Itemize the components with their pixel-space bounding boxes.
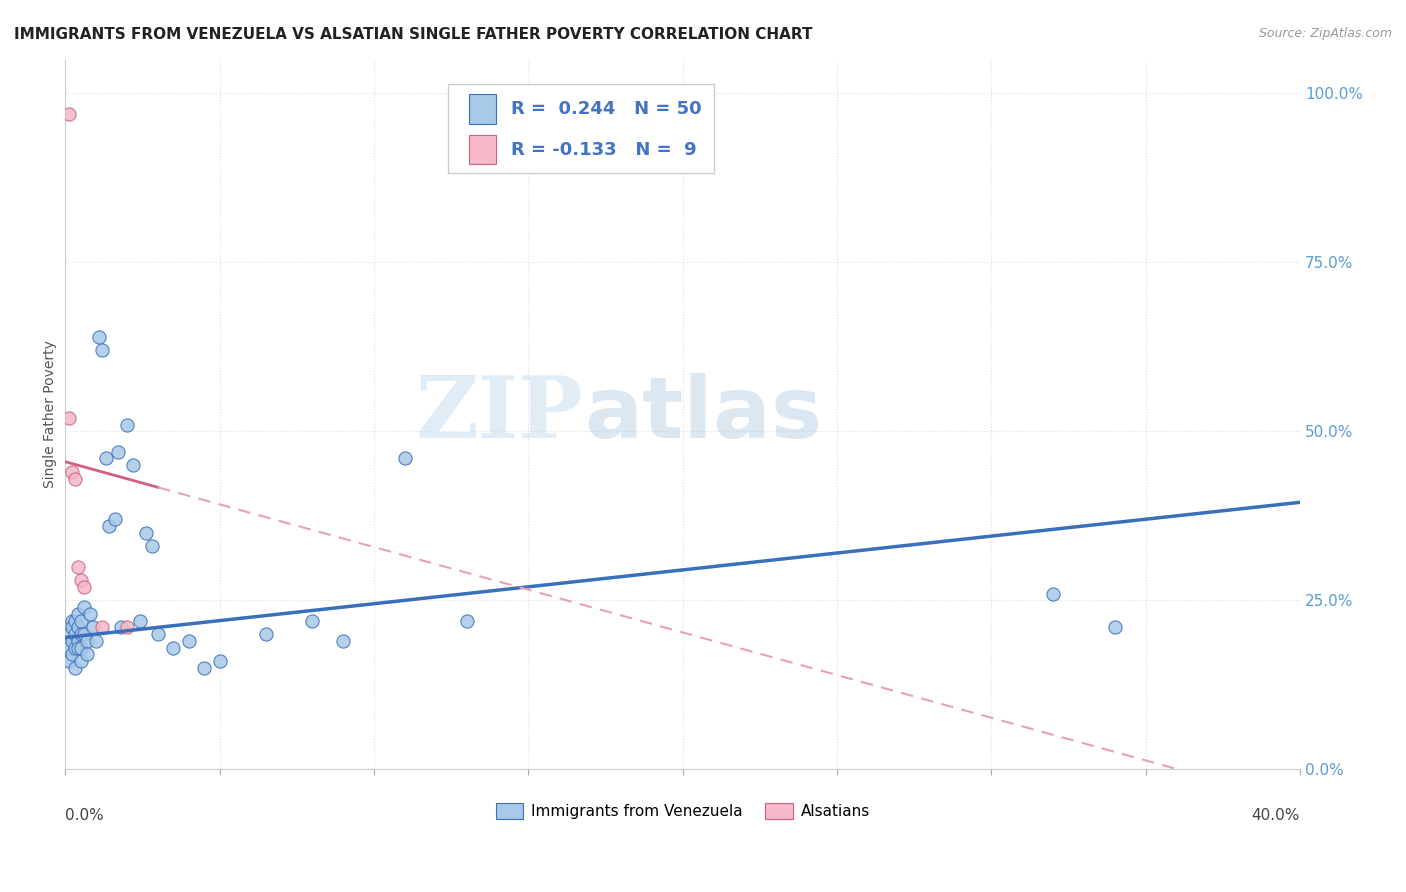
Point: [63, 640, 86, 655]
Point: [82, 620, 104, 634]
Text: Source: ZipAtlas.com: Source: ZipAtlas.com: [1258, 27, 1392, 40]
Point: [60, 620, 83, 634]
Point: [70, 640, 93, 655]
FancyBboxPatch shape: [449, 85, 714, 173]
Text: atlas: atlas: [583, 373, 823, 456]
Text: 40.0%: 40.0%: [1251, 808, 1301, 823]
Point: [58, 654, 80, 668]
Point: [91, 620, 114, 634]
Point: [76, 633, 98, 648]
Point: [66, 640, 89, 655]
Point: [70, 654, 93, 668]
Point: [177, 633, 200, 648]
Point: [89, 329, 111, 343]
Point: [1104, 620, 1126, 634]
Point: [107, 444, 129, 458]
Point: [63, 472, 86, 486]
Point: [60, 465, 83, 479]
Point: [58, 106, 80, 120]
Legend: Immigrants from Venezuela, Alsatians: Immigrants from Venezuela, Alsatians: [489, 797, 876, 825]
Point: [58, 410, 80, 425]
Text: R = -0.133   N =  9: R = -0.133 N = 9: [512, 141, 697, 160]
Text: R =  0.244   N = 50: R = 0.244 N = 50: [512, 101, 702, 119]
Point: [66, 620, 89, 634]
Point: [115, 620, 138, 634]
Point: [1042, 586, 1064, 600]
Point: [128, 614, 150, 628]
Point: [70, 573, 93, 587]
Point: [94, 451, 117, 466]
Point: [66, 607, 89, 621]
Point: [146, 627, 169, 641]
Point: [110, 620, 132, 634]
Point: [70, 627, 93, 641]
Text: ZIP: ZIP: [416, 373, 583, 457]
Point: [60, 614, 83, 628]
Point: [73, 580, 96, 594]
Point: [91, 343, 114, 358]
Point: [122, 458, 145, 472]
FancyBboxPatch shape: [470, 94, 496, 124]
Point: [63, 614, 86, 628]
Text: 0.0%: 0.0%: [66, 808, 104, 823]
Point: [63, 627, 86, 641]
Point: [60, 633, 83, 648]
Point: [115, 417, 138, 432]
Point: [70, 614, 93, 628]
Point: [66, 633, 89, 648]
Point: [208, 654, 231, 668]
Point: [73, 627, 96, 641]
Point: [79, 607, 101, 621]
Point: [76, 648, 98, 662]
Point: [97, 519, 120, 533]
Point: [73, 600, 96, 615]
Point: [63, 661, 86, 675]
FancyBboxPatch shape: [470, 135, 496, 164]
Text: IMMIGRANTS FROM VENEZUELA VS ALSATIAN SINGLE FATHER POVERTY CORRELATION CHART: IMMIGRANTS FROM VENEZUELA VS ALSATIAN SI…: [14, 27, 813, 42]
Point: [394, 451, 416, 466]
Point: [58, 640, 80, 655]
Point: [60, 648, 83, 662]
Point: [66, 559, 89, 574]
Point: [141, 539, 163, 553]
Point: [86, 633, 108, 648]
Y-axis label: Single Father Poverty: Single Father Poverty: [44, 341, 58, 489]
Point: [58, 627, 80, 641]
Point: [193, 661, 215, 675]
Point: [456, 614, 478, 628]
Point: [135, 525, 157, 540]
Point: [104, 512, 127, 526]
Point: [301, 614, 323, 628]
Point: [162, 640, 184, 655]
Point: [254, 627, 277, 641]
Point: [332, 633, 354, 648]
